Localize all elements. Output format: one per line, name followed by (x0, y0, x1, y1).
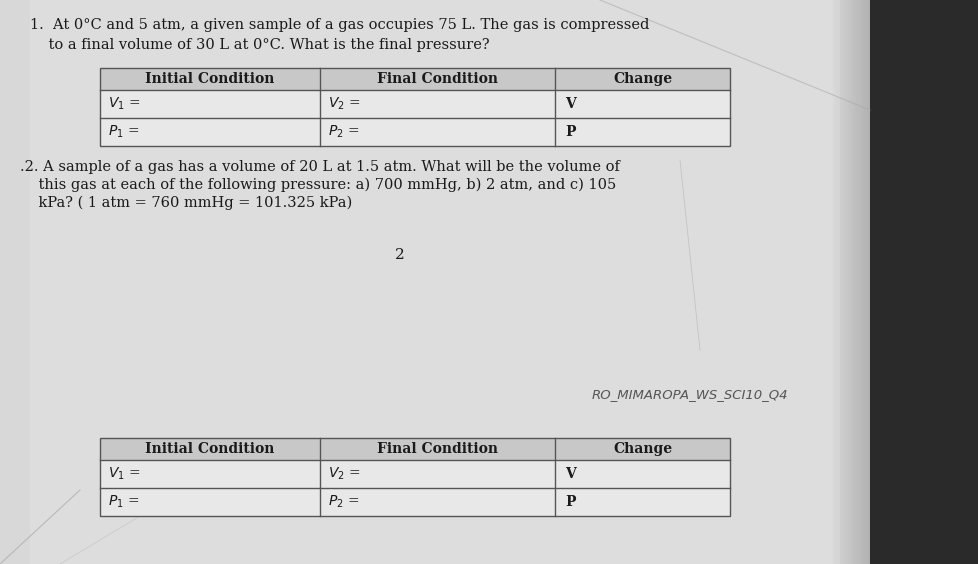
Text: Final Condition: Final Condition (377, 72, 498, 86)
Text: 2: 2 (395, 248, 405, 262)
Bar (851, 0, 852, 564)
Text: P: P (564, 495, 575, 509)
Bar (0, 0, 869, 564)
Bar (832, 0, 833, 564)
Bar (839, 0, 840, 564)
Bar (854, 0, 855, 564)
Bar (859, 0, 860, 564)
Bar (842, 0, 843, 564)
Bar (858, 0, 859, 564)
Text: to a final volume of 30 L at 0°C. What is the final pressure?: to a final volume of 30 L at 0°C. What i… (30, 38, 489, 52)
Bar (829, 0, 830, 564)
Text: $V_2$ =: $V_2$ = (328, 466, 360, 482)
Bar (868, 0, 869, 564)
Text: this gas at each of the following pressure: a) 700 mmHg, b) 2 atm, and c) 105: this gas at each of the following pressu… (20, 178, 615, 192)
Bar (857, 0, 858, 564)
Bar (853, 0, 854, 564)
Bar (866, 0, 867, 564)
Bar (861, 0, 863, 564)
Bar (864, 0, 865, 564)
Bar (845, 0, 846, 564)
Text: Final Condition: Final Condition (377, 442, 498, 456)
Text: .2. A sample of a gas has a volume of 20 L at 1.5 atm. What will be the volume o: .2. A sample of a gas has a volume of 20… (20, 160, 619, 174)
Text: P: P (564, 125, 575, 139)
Bar (867, 0, 868, 564)
Text: Change: Change (612, 72, 671, 86)
Bar (848, 0, 849, 564)
Bar (865, 0, 866, 564)
Bar (860, 0, 861, 564)
Bar (30, 0, 839, 564)
Text: $V_2$ =: $V_2$ = (328, 96, 360, 112)
Bar (840, 0, 841, 564)
Text: Change: Change (612, 442, 671, 456)
Bar (834, 0, 835, 564)
Text: $V_1$ =: $V_1$ = (108, 96, 141, 112)
Bar (856, 0, 857, 564)
Text: $P_1$ =: $P_1$ = (108, 494, 139, 510)
Bar (835, 0, 836, 564)
Bar (855, 0, 856, 564)
Bar (849, 0, 850, 564)
Bar (846, 0, 847, 564)
Text: V: V (564, 97, 575, 111)
Bar (837, 0, 838, 564)
Bar (100, 68, 730, 146)
Bar (852, 0, 853, 564)
Text: $P_2$ =: $P_2$ = (328, 494, 359, 510)
Bar (836, 0, 837, 564)
Bar (869, 0, 978, 564)
Bar (838, 0, 839, 564)
Text: kPa? ( 1 atm = 760 mmHg = 101.325 kPa): kPa? ( 1 atm = 760 mmHg = 101.325 kPa) (20, 196, 352, 210)
Bar (100, 438, 730, 516)
Bar (100, 68, 730, 90)
Text: V: V (564, 467, 575, 481)
Bar (831, 0, 832, 564)
Text: Initial Condition: Initial Condition (145, 442, 275, 456)
Bar (100, 438, 730, 516)
Bar (100, 68, 730, 146)
Text: RO_MIMAROPA_WS_SCI10_Q4: RO_MIMAROPA_WS_SCI10_Q4 (591, 388, 787, 401)
Bar (100, 438, 730, 460)
Bar (844, 0, 845, 564)
Bar (841, 0, 842, 564)
Bar (833, 0, 834, 564)
Text: $P_1$ =: $P_1$ = (108, 124, 139, 140)
Bar (830, 0, 831, 564)
Bar (847, 0, 848, 564)
Text: 1.  At 0°C and 5 atm, a given sample of a gas occupies 75 L. The gas is compress: 1. At 0°C and 5 atm, a given sample of a… (30, 18, 648, 32)
Text: Initial Condition: Initial Condition (145, 72, 275, 86)
Bar (863, 0, 864, 564)
Text: $P_2$ =: $P_2$ = (328, 124, 359, 140)
Bar (850, 0, 851, 564)
Bar (843, 0, 844, 564)
Text: $V_1$ =: $V_1$ = (108, 466, 141, 482)
